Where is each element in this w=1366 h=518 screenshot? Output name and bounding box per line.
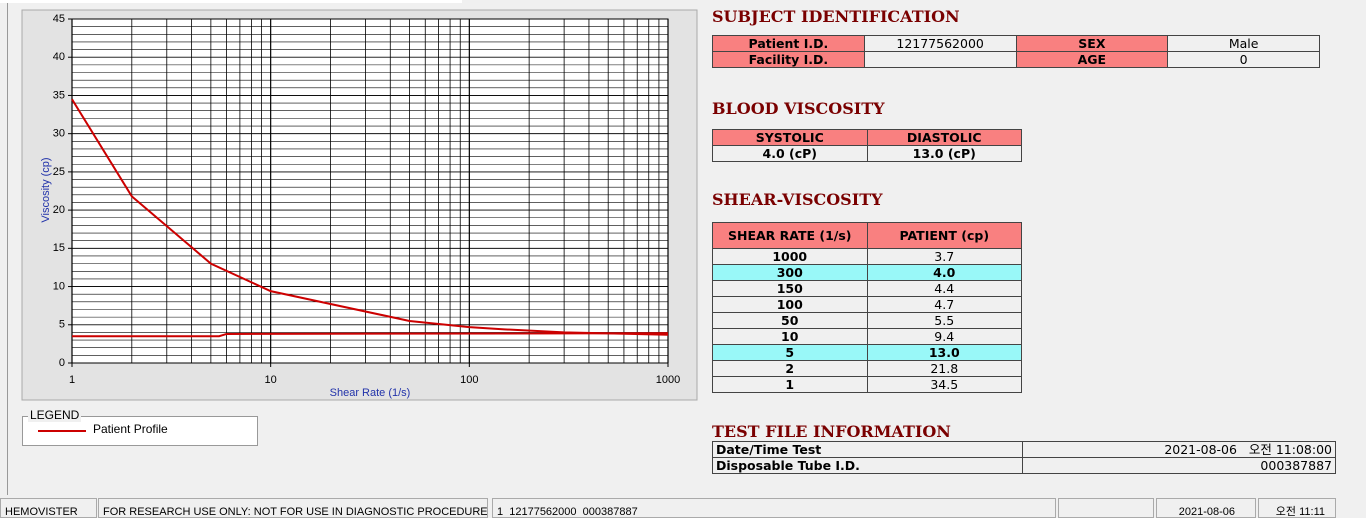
cell: 9.4	[866, 328, 1022, 345]
cell: PATIENT (cp)	[866, 222, 1022, 249]
y-tick-label: 35	[53, 89, 65, 101]
row: 1 34.5	[712, 376, 1022, 393]
y-axis-label: Viscosity (cp)	[40, 157, 52, 222]
cell: 3.7	[866, 248, 1022, 265]
plot-border	[71, 18, 669, 364]
cell: Disposable Tube I.D.	[712, 457, 1023, 474]
cell: 4.0	[866, 264, 1022, 281]
cell: AGE	[1015, 51, 1169, 68]
data-line	[72, 332, 669, 338]
section-title: SHEAR-VISCOSITY	[712, 190, 883, 209]
y-tick-label: 20	[53, 204, 65, 216]
status-cell	[1058, 498, 1154, 518]
y-tick-label: 25	[53, 166, 65, 178]
cell: 4.7	[866, 296, 1022, 313]
y-tick-label: 30	[53, 128, 65, 140]
row: 1000 3.7	[712, 248, 1022, 265]
cell: 1000	[712, 248, 868, 265]
cell: SEX	[1015, 35, 1169, 52]
section-title: TEST FILE INFORMATION	[712, 422, 951, 441]
y-tick-label: 15	[53, 242, 65, 254]
data-line	[71, 98, 669, 336]
cell: 100	[712, 296, 868, 313]
legend-title: LEGEND	[28, 408, 82, 422]
row: 300 4.0	[712, 264, 1022, 281]
row: 100 4.7	[712, 296, 1022, 313]
cell: Patient I.D.	[712, 35, 865, 52]
status-cell: HEMOVISTER	[0, 498, 97, 518]
cell: 2	[712, 360, 868, 377]
status-cell: 1 12177562000 000387887	[492, 498, 1056, 518]
cell: 1	[712, 376, 868, 393]
status-cell: FOR RESEARCH USE ONLY: NOT FOR USE IN DI…	[98, 498, 488, 518]
row: 10 9.4	[712, 328, 1022, 345]
y-tick-label: 45	[53, 13, 65, 25]
cell: 000387887	[1022, 457, 1336, 474]
row: 2 21.8	[712, 360, 1022, 377]
plot-area	[72, 19, 668, 363]
row: Facility I.D. AGE 0	[712, 51, 1320, 68]
cell: 12177562000	[863, 35, 1017, 52]
cell: 5.5	[866, 312, 1022, 329]
y-tick-label: 10	[53, 280, 65, 292]
x-tick-label: 1	[69, 374, 75, 386]
cell: 4.4	[866, 280, 1022, 297]
cell: Date/Time Test	[712, 441, 1023, 458]
x-tick-label: 10	[265, 374, 277, 386]
cell: 2021-08-06 오전 11:08:00	[1022, 441, 1336, 458]
status-cell: 오전 11:11	[1258, 498, 1336, 518]
cell: 300	[712, 264, 868, 281]
chart: Shear Rate (1/s) Viscosity (cp) 0 5 10 15 20…	[21, 9, 698, 401]
legend-swatch	[38, 430, 86, 432]
row: SYSTOLIC DIASTOLIC	[712, 129, 1022, 146]
cell: 4.0 (cP)	[712, 145, 868, 162]
cell: Facility I.D.	[712, 51, 865, 68]
row: 150 4.4	[712, 280, 1022, 297]
cell	[863, 51, 1017, 68]
cell: 5	[712, 344, 868, 361]
row: 5 13.0	[712, 344, 1022, 361]
left-edge	[7, 0, 8, 495]
x-tick-label: 1000	[656, 374, 680, 386]
blood-table: SYSTOLIC DIASTOLIC 4.0 (cP) 13.0 (cP)	[712, 129, 1022, 162]
y-tick-label: 0	[59, 357, 65, 369]
x-axis-label: Shear Rate (1/s)	[330, 387, 411, 399]
cell: 150	[712, 280, 868, 297]
row: SHEAR RATE (1/s) PATIENT (cp)	[712, 222, 1022, 249]
section-title: SUBJECT IDENTIFICATION	[712, 7, 960, 26]
cell: SYSTOLIC	[712, 129, 868, 146]
shear-table: SHEAR RATE (1/s) PATIENT (cp) 1000 3.7 300 4.…	[712, 222, 1022, 393]
status-cell: 2021-08-06	[1156, 498, 1256, 518]
test-file-table: Date/Time Test 2021-08-06 오전 11:08:00 Disp…	[712, 441, 1336, 474]
row: Date/Time Test 2021-08-06 오전 11:08:00	[712, 441, 1336, 458]
y-tick-label: 5	[59, 319, 65, 331]
cell: 10	[712, 328, 868, 345]
cell: 13.0	[866, 344, 1022, 361]
cell: Male	[1167, 35, 1320, 52]
row: Disposable Tube I.D. 000387887	[712, 457, 1336, 474]
subject-table: Patient I.D. 12177562000 SEX Male Facility I…	[712, 35, 1320, 68]
top-bar	[0, 0, 462, 3]
legend-label: Patient Profile	[93, 422, 168, 436]
row: 50 5.5	[712, 312, 1022, 329]
cell: SHEAR RATE (1/s)	[712, 222, 868, 249]
row: 4.0 (cP) 13.0 (cP)	[712, 145, 1022, 162]
section-title: BLOOD VISCOSITY	[712, 99, 885, 118]
cell: 34.5	[866, 376, 1022, 393]
cell: 21.8	[866, 360, 1022, 377]
x-tick-label: 100	[460, 374, 478, 386]
cell: 50	[712, 312, 868, 329]
row: Patient I.D. 12177562000 SEX Male	[712, 35, 1320, 52]
cell: 0	[1167, 51, 1320, 68]
y-tick-label: 40	[53, 51, 65, 63]
cell: DIASTOLIC	[866, 129, 1022, 146]
cell: 13.0 (cP)	[866, 145, 1022, 162]
